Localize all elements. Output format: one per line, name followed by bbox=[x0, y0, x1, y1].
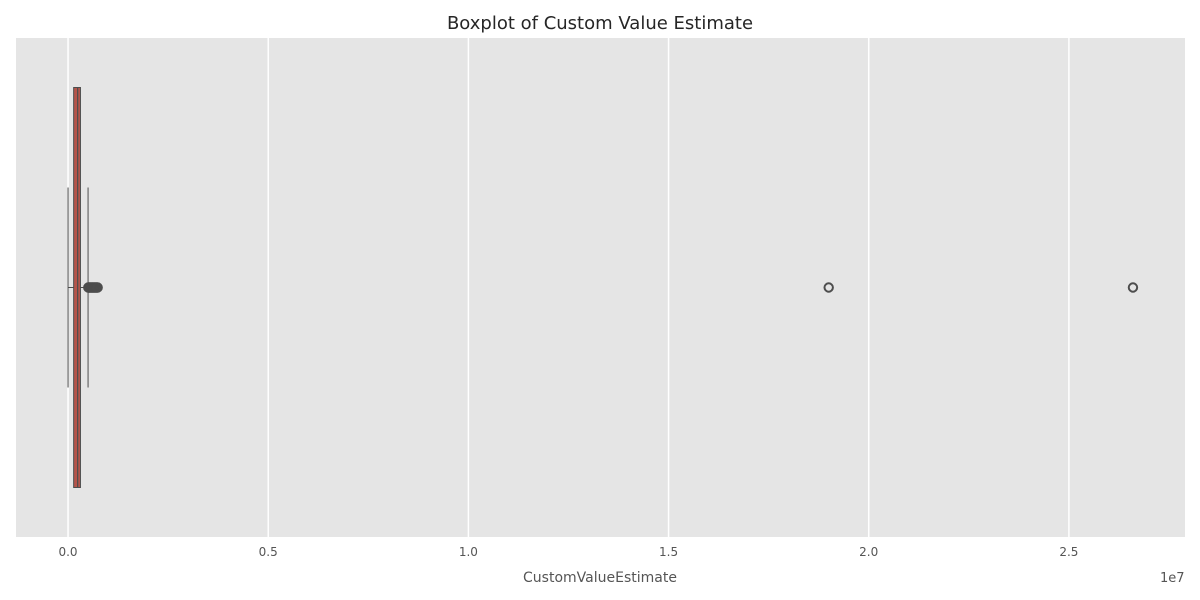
x-tick-label: 1.0 bbox=[459, 545, 478, 559]
x-tick-label: 0.5 bbox=[259, 545, 278, 559]
box-iqr bbox=[73, 87, 81, 488]
outlier-points bbox=[83, 282, 1139, 293]
x-tick-label: 2.0 bbox=[859, 545, 878, 559]
chart-title: Boxplot of Custom Value Estimate bbox=[447, 13, 753, 34]
outlier-point bbox=[823, 282, 834, 293]
box-element bbox=[67, 87, 89, 488]
plot-area bbox=[16, 38, 1185, 537]
x-tick-labels: 0.0 0.5 1.0 1.5 2.0 2.5 bbox=[58, 545, 1078, 559]
outlier-point bbox=[92, 282, 103, 293]
x-tick-label: 1.5 bbox=[659, 545, 678, 559]
x-tick-label: 2.5 bbox=[1059, 545, 1078, 559]
outlier-point bbox=[1127, 282, 1139, 293]
x-tick-label: 0.0 bbox=[58, 545, 77, 559]
grid-lines bbox=[67, 38, 1070, 537]
x-axis-scale-offset: 1e7 bbox=[1160, 571, 1185, 586]
x-axis-label: CustomValueEstimate bbox=[523, 570, 677, 586]
